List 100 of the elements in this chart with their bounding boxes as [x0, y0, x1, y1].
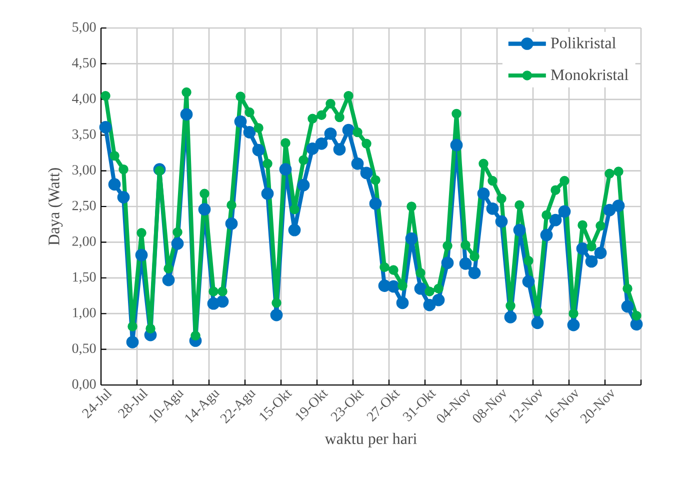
point [459, 257, 472, 270]
point [288, 224, 301, 236]
point [108, 178, 121, 191]
point [568, 308, 578, 318]
point [522, 275, 535, 288]
point [324, 127, 337, 140]
point [550, 185, 560, 195]
point [398, 280, 408, 291]
point [576, 242, 589, 255]
x-axis-title: waktu per hari [324, 432, 417, 448]
point [290, 204, 300, 214]
point [262, 158, 272, 169]
point [524, 256, 534, 266]
point [306, 142, 319, 155]
point [614, 166, 624, 176]
point [110, 150, 120, 161]
point [316, 110, 326, 120]
point [118, 164, 128, 174]
point [200, 188, 210, 199]
point [154, 166, 164, 176]
y-tick-label: 5,00 [72, 22, 96, 34]
point [225, 217, 238, 230]
point [531, 316, 544, 330]
point [236, 92, 246, 102]
point [504, 310, 517, 324]
point [352, 127, 362, 138]
point [226, 200, 236, 210]
point [280, 138, 290, 148]
point [216, 295, 229, 308]
point [622, 284, 632, 294]
point [596, 220, 606, 231]
point [513, 224, 526, 236]
y-tick-label: 1,50 [73, 272, 96, 284]
point [604, 168, 614, 179]
point [406, 202, 416, 212]
point [135, 248, 148, 262]
point [297, 178, 310, 192]
point [369, 197, 382, 210]
point [442, 240, 452, 251]
point [478, 158, 488, 169]
y-axis-title: Daya (Watt) [48, 168, 63, 246]
y-tick-label: 2,50 [72, 200, 96, 212]
y-tick-label: 4,50 [72, 58, 96, 70]
point [567, 318, 580, 332]
point [586, 242, 596, 252]
point [182, 87, 192, 98]
point [585, 255, 598, 268]
point [441, 256, 454, 270]
point [549, 214, 562, 226]
point [270, 308, 283, 322]
point [100, 90, 110, 101]
point [388, 265, 398, 275]
y-tick-label: 1,00 [73, 308, 96, 320]
point [298, 155, 308, 165]
point [434, 284, 444, 294]
point [218, 286, 228, 296]
point [308, 114, 318, 124]
point [279, 163, 292, 176]
point [560, 176, 570, 186]
point [315, 137, 328, 150]
point [254, 123, 264, 133]
point [488, 176, 498, 186]
point [162, 274, 175, 286]
point [351, 157, 364, 170]
point [468, 266, 481, 280]
point [495, 215, 508, 228]
point [244, 107, 254, 118]
y-tick-label: 4,00 [72, 94, 96, 106]
point [334, 112, 344, 122]
y-tick-label: 3,00 [72, 165, 96, 177]
point [416, 268, 426, 278]
point [514, 200, 524, 210]
point [450, 138, 463, 152]
point [136, 228, 146, 238]
point [477, 187, 490, 200]
point [612, 200, 625, 212]
point [405, 232, 418, 245]
point [171, 237, 184, 250]
point [578, 220, 588, 230]
point [344, 90, 354, 101]
point [243, 126, 256, 138]
point [594, 246, 607, 260]
point [542, 210, 552, 220]
point [460, 240, 470, 250]
point [172, 227, 182, 238]
point [164, 264, 174, 274]
point [632, 310, 642, 321]
point [496, 194, 506, 204]
y-tick-label: 3,50 [72, 129, 96, 141]
point [558, 205, 571, 218]
point [532, 306, 542, 316]
point [146, 324, 156, 334]
point [452, 108, 462, 119]
point [234, 115, 247, 128]
point [396, 296, 409, 310]
point [603, 204, 616, 216]
point [190, 330, 200, 341]
point [470, 252, 480, 262]
point [333, 143, 346, 156]
point [99, 121, 112, 134]
